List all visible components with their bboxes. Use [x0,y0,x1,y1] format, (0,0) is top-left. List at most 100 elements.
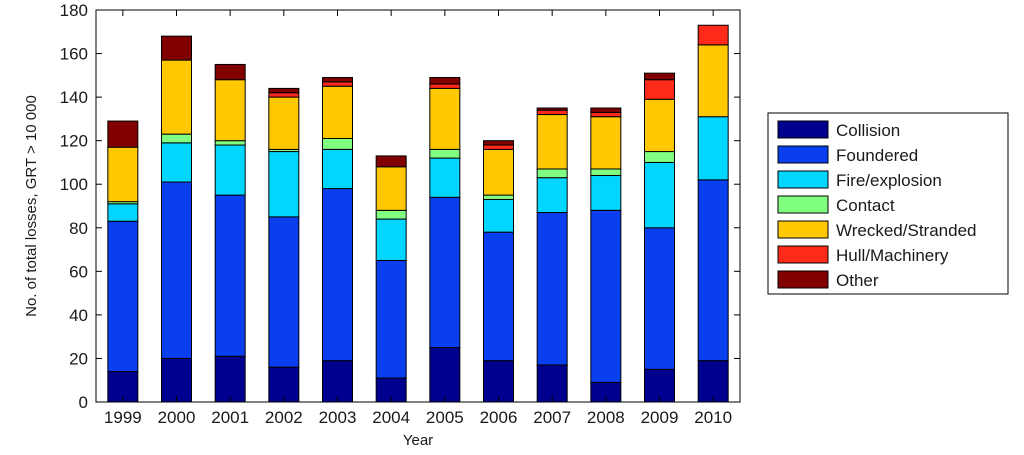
legend-swatch-other [777,270,829,289]
bar-segment-other-2006 [483,140,514,146]
legend-label: Other [836,271,879,290]
bar-segment-foundered-1999 [107,220,139,373]
bar-segment-wrecked-stranded-2002 [268,96,300,150]
y-tick-label: 160 [60,45,88,64]
bar-segment-fire-explosion-2002 [268,151,300,218]
legend: Collision Foundered Fire/explosion Contact W… [767,112,1009,295]
y-tick-label: 60 [69,262,88,281]
y-tick-label: 80 [69,219,88,238]
bar-segment-foundered-2001 [214,194,246,357]
bar-segment-contact-2004 [375,209,407,220]
bar-segment-contact-2008 [590,168,622,177]
legend-swatch-collision [777,120,829,139]
x-tick-label: 2004 [372,408,410,427]
x-tick-label: 2003 [319,408,357,427]
bar-segment-other-2007 [536,107,568,111]
bar-segment-collision-2003 [322,360,353,403]
bar-segment-contact-2006 [483,194,514,200]
bar-segment-collision-2007 [536,364,568,403]
bar-segment-other-2009 [644,72,675,81]
bar-segment-foundered-2000 [161,181,192,359]
bar-segment-hull-machinery-2007 [536,109,568,116]
bar-segment-collision-2000 [161,357,192,403]
bar-segment-collision-2001 [214,355,246,403]
bar-segment-foundered-2004 [375,259,407,379]
legend-label: Foundered [836,146,918,165]
bar-segment-wrecked-stranded-2006 [483,148,514,196]
bar-segment-wrecked-stranded-2007 [536,114,568,170]
bar-segment-fire-explosion-2007 [536,177,568,214]
bar-segment-contact-2009 [644,151,675,163]
bar-segment-foundered-2009 [644,227,675,370]
bar-segment-other-2003 [322,77,353,83]
y-tick-label: 180 [60,1,88,20]
legend-swatch-fire-explosion [777,170,829,189]
y-tick-label: 120 [60,132,88,151]
bar-segment-wrecked-stranded-2008 [590,116,622,170]
x-tick-label: 2008 [587,408,625,427]
legend-label: Collision [836,121,900,140]
bar-segment-foundered-2007 [536,212,568,366]
legend-swatch-contact [777,195,829,214]
bar-segment-hull-machinery-2010 [697,24,729,46]
bar-segment-foundered-2002 [268,216,300,368]
bar-segment-other-2008 [590,107,622,113]
bar-segment-other-1999 [107,120,139,148]
bar-segment-collision-2010 [697,360,729,403]
bar-segment-fire-explosion-2003 [322,148,353,190]
x-axis-title: Year [403,432,433,449]
x-tick-label: 2005 [426,408,464,427]
bar-segment-fire-explosion-2001 [214,144,246,196]
bar-segment-fire-explosion-2009 [644,161,675,229]
legend-label: Contact [836,196,895,215]
axes-box [95,9,741,403]
legend-label: Fire/explosion [836,171,942,190]
legend-label: Hull/Machinery [836,246,949,265]
bar-segment-contact-2000 [161,133,192,144]
bar-segment-wrecked-stranded-2004 [375,166,407,211]
bar-segment-fire-explosion-2006 [483,198,514,233]
bar-segment-other-2001 [214,63,246,81]
bar-segment-other-2005 [429,77,461,85]
x-tick-label: 2002 [265,408,303,427]
bar-segment-other-2000 [161,35,192,61]
bar-segment-collision-2006 [483,360,514,403]
bar-segment-fire-explosion-2005 [429,157,461,198]
bar-segment-contact-2005 [429,148,461,159]
y-tick-label: 100 [60,175,88,194]
x-tick-label: 2006 [480,408,518,427]
bar-segment-hull-machinery-2009 [644,79,675,100]
x-tick-label: 2010 [694,408,732,427]
bar-segment-wrecked-stranded-2010 [697,44,729,118]
bar-segment-wrecked-stranded-2000 [161,59,192,135]
legend-label: Wrecked/Stranded [836,221,976,240]
bar-segment-wrecked-stranded-1999 [107,146,139,203]
bar-segment-contact-2003 [322,137,353,150]
bar-segment-wrecked-stranded-2009 [644,98,675,153]
bar-segment-foundered-2008 [590,209,622,383]
legend-swatch-foundered [777,145,829,164]
bar-segment-hull-machinery-2002 [268,92,300,98]
bar-segment-contact-2001 [214,140,246,146]
bar-segment-foundered-2010 [697,179,729,362]
x-tick-label: 1999 [104,408,142,427]
bar-segment-fire-explosion-2000 [161,142,192,183]
bar-segment-wrecked-stranded-2001 [214,79,246,142]
x-tick-label: 2001 [211,408,249,427]
y-tick-label: 20 [69,349,88,368]
y-tick-label: 140 [60,88,88,107]
bar-segment-foundered-2005 [429,196,461,349]
bar-segment-fire-explosion-2010 [697,116,729,181]
bar-segment-other-2004 [375,155,407,168]
bar-segment-wrecked-stranded-2005 [429,87,461,150]
bar-segment-contact-2007 [536,168,568,179]
bar-segment-wrecked-stranded-2003 [322,85,353,139]
y-tick-label: 40 [69,306,88,325]
legend-swatch-wrecked-stranded [777,220,829,239]
bar-segment-fire-explosion-1999 [107,203,139,222]
bar-segment-foundered-2003 [322,188,353,362]
bar-segment-other-2002 [268,87,300,94]
x-tick-label: 2007 [533,408,571,427]
bar-segment-collision-2005 [429,347,461,403]
